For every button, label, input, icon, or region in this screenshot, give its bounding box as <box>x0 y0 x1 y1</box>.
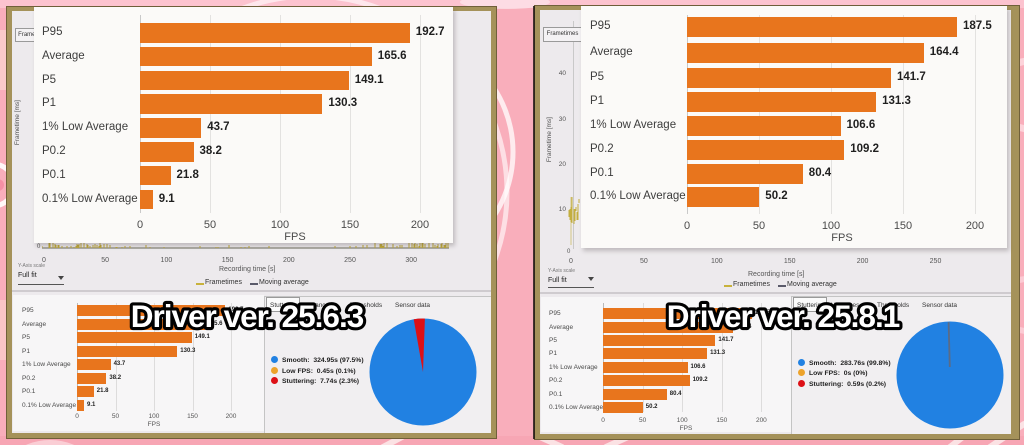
svg-text:Driver ver. 25.8.1: Driver ver. 25.8.1 <box>666 298 899 334</box>
svg-text:Driver ver. 25.6.3: Driver ver. 25.6.3 <box>130 298 363 334</box>
